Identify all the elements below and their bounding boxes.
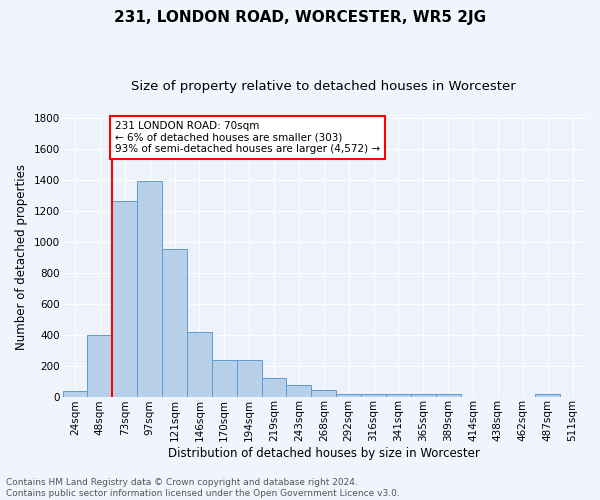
Y-axis label: Number of detached properties: Number of detached properties bbox=[15, 164, 28, 350]
Bar bbox=[311, 390, 336, 396]
Text: Contains HM Land Registry data © Crown copyright and database right 2024.
Contai: Contains HM Land Registry data © Crown c… bbox=[6, 478, 400, 498]
Bar bbox=[212, 360, 237, 397]
Bar bbox=[411, 394, 436, 396]
Bar bbox=[286, 385, 311, 396]
Bar bbox=[361, 394, 386, 396]
Bar bbox=[386, 394, 411, 396]
Bar bbox=[62, 391, 88, 396]
Bar bbox=[336, 394, 361, 396]
Title: Size of property relative to detached houses in Worcester: Size of property relative to detached ho… bbox=[131, 80, 516, 93]
Bar bbox=[187, 332, 212, 396]
Bar bbox=[262, 378, 286, 396]
Text: 231 LONDON ROAD: 70sqm
← 6% of detached houses are smaller (303)
93% of semi-det: 231 LONDON ROAD: 70sqm ← 6% of detached … bbox=[115, 121, 380, 154]
X-axis label: Distribution of detached houses by size in Worcester: Distribution of detached houses by size … bbox=[168, 447, 480, 460]
Bar bbox=[112, 200, 137, 396]
Text: 231, LONDON ROAD, WORCESTER, WR5 2JG: 231, LONDON ROAD, WORCESTER, WR5 2JG bbox=[114, 10, 486, 25]
Bar bbox=[237, 360, 262, 397]
Bar bbox=[162, 250, 187, 396]
Bar bbox=[436, 394, 461, 396]
Bar bbox=[535, 394, 560, 396]
Bar bbox=[88, 334, 112, 396]
Bar bbox=[137, 182, 162, 396]
